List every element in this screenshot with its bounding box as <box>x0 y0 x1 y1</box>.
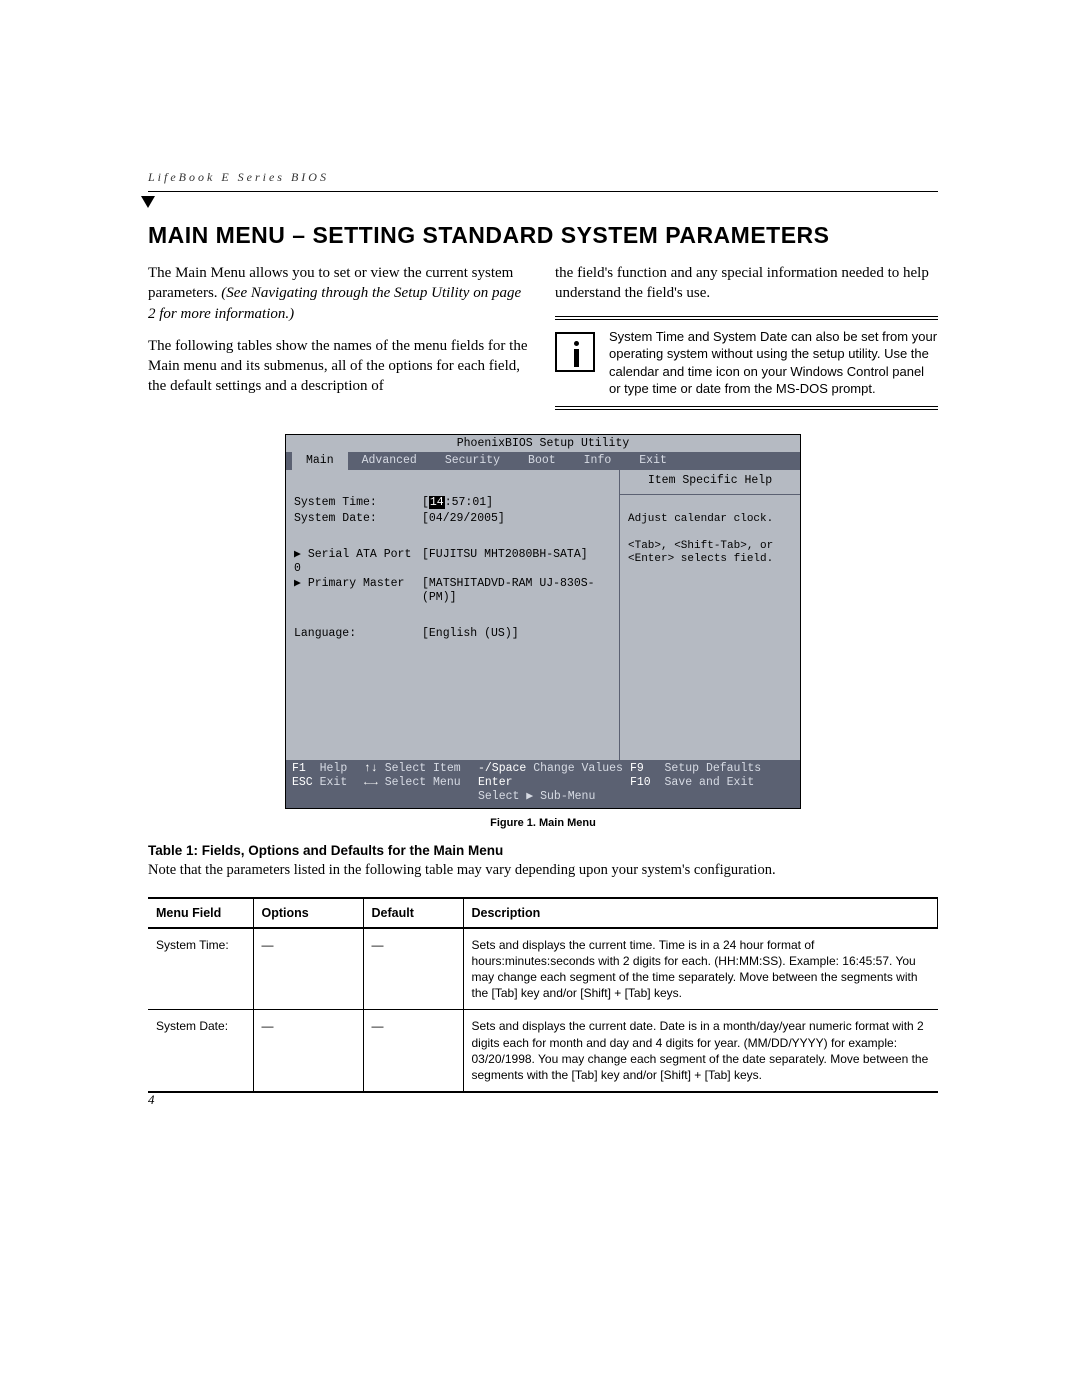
cell-desc: Sets and displays the current time. Time… <box>463 928 938 1010</box>
table-caption: Table 1: Fields, Options and Defaults fo… <box>148 843 938 858</box>
cell-field: System Time: <box>148 928 253 1010</box>
bios-row-sata: ▶ Serial ATA Port 0 [FUJITSU MHT2080BH-S… <box>294 548 611 576</box>
cell-options: — <box>253 1010 363 1092</box>
bios-tab-main: Main <box>292 452 348 470</box>
table-row: System Time: — — Sets and displays the c… <box>148 928 938 1010</box>
bios-left-pane: System Time: [14:57:01] System Date: [04… <box>286 470 620 760</box>
intro-col-left: The Main Menu allows you to set or view … <box>148 263 531 412</box>
bios-date-value: [04/29/2005] <box>422 512 611 526</box>
bios-primary-label: ▶ Primary Master <box>294 577 422 605</box>
th-description: Description <box>463 898 938 928</box>
intro-columns: The Main Menu allows you to set or view … <box>148 263 938 412</box>
th-menu-field: Menu Field <box>148 898 253 928</box>
bios-body: System Time: [14:57:01] System Date: [04… <box>286 470 800 760</box>
cell-desc: Sets and displays the current date. Date… <box>463 1010 938 1092</box>
bios-tab-advanced: Advanced <box>348 452 431 470</box>
info-top-rule2 <box>555 319 938 320</box>
info-bot-rule2 <box>555 409 938 410</box>
bios-row-date: System Date: [04/29/2005] <box>294 512 611 526</box>
info-top-rule <box>555 316 938 317</box>
info-icon <box>555 332 595 372</box>
info-box: System Time and System Date can also be … <box>555 322 938 404</box>
intro-p1: The Main Menu allows you to set or view … <box>148 263 531 324</box>
bios-primary-value: [MATSHITADVD-RAM UJ-830S-(PM)] <box>422 577 611 605</box>
info-bot-rule <box>555 406 938 407</box>
page-header: LifeBook E Series BIOS <box>148 170 938 185</box>
cell-default: — <box>363 928 463 1010</box>
page-number: 4 <box>148 1092 155 1108</box>
figure-caption: Figure 1. Main Menu <box>148 817 938 829</box>
bios-tab-security: Security <box>431 452 514 470</box>
cell-field: System Date: <box>148 1010 253 1092</box>
bios-time-value: [14:57:01] <box>422 496 611 510</box>
bios-sata-label: ▶ Serial ATA Port 0 <box>294 548 422 576</box>
bios-date-label: System Date: <box>294 512 422 526</box>
th-default: Default <box>363 898 463 928</box>
bios-time-label: System Time: <box>294 496 422 510</box>
bios-tab-exit: Exit <box>625 452 681 470</box>
bios-tab-info: Info <box>570 452 626 470</box>
th-options: Options <box>253 898 363 928</box>
header-marker-icon <box>141 196 155 208</box>
bios-tab-boot: Boot <box>514 452 570 470</box>
table-row: System Date: — — Sets and displays the c… <box>148 1010 938 1092</box>
header-rule <box>148 191 938 192</box>
table-note: Note that the parameters listed in the f… <box>148 862 938 879</box>
bios-tabs: Main Advanced Security Boot Info Exit <box>286 452 800 470</box>
bios-row-primary: ▶ Primary Master [MATSHITADVD-RAM UJ-830… <box>294 577 611 605</box>
bios-row-lang: Language: [English (US)] <box>294 627 611 641</box>
bios-help-body: Adjust calendar clock. <Tab>, <Shift-Tab… <box>620 495 800 577</box>
bios-help-head: Item Specific Help <box>620 470 800 495</box>
cell-options: — <box>253 928 363 1010</box>
bios-sata-value: [FUJITSU MHT2080BH-SATA] <box>422 548 611 576</box>
intro-p2: The following tables show the names of t… <box>148 336 531 397</box>
bios-lang-label: Language: <box>294 627 422 641</box>
bios-row-time: System Time: [14:57:01] <box>294 496 611 510</box>
fields-table: Menu Field Options Default Description S… <box>148 897 938 1094</box>
bios-help-line2: <Tab>, <Shift-Tab>, or <Enter> selects f… <box>628 540 792 566</box>
bios-footer: F1 Help ↑↓ Select Item -/Space Change Va… <box>286 760 800 807</box>
info-text: System Time and System Date can also be … <box>609 328 938 398</box>
cell-default: — <box>363 1010 463 1092</box>
bios-help-pane: Item Specific Help Adjust calendar clock… <box>620 470 800 760</box>
bios-title: PhoenixBIOS Setup Utility <box>286 435 800 453</box>
page-title: MAIN MENU – SETTING STANDARD SYSTEM PARA… <box>148 222 938 249</box>
intro-col-right: the field's function and any special inf… <box>555 263 938 412</box>
intro-p3: the field's function and any special inf… <box>555 263 938 304</box>
bios-lang-value: [English (US)] <box>422 627 611 641</box>
bios-screenshot: PhoenixBIOS Setup Utility Main Advanced … <box>285 434 801 809</box>
bios-help-line1: Adjust calendar clock. <box>628 513 792 526</box>
